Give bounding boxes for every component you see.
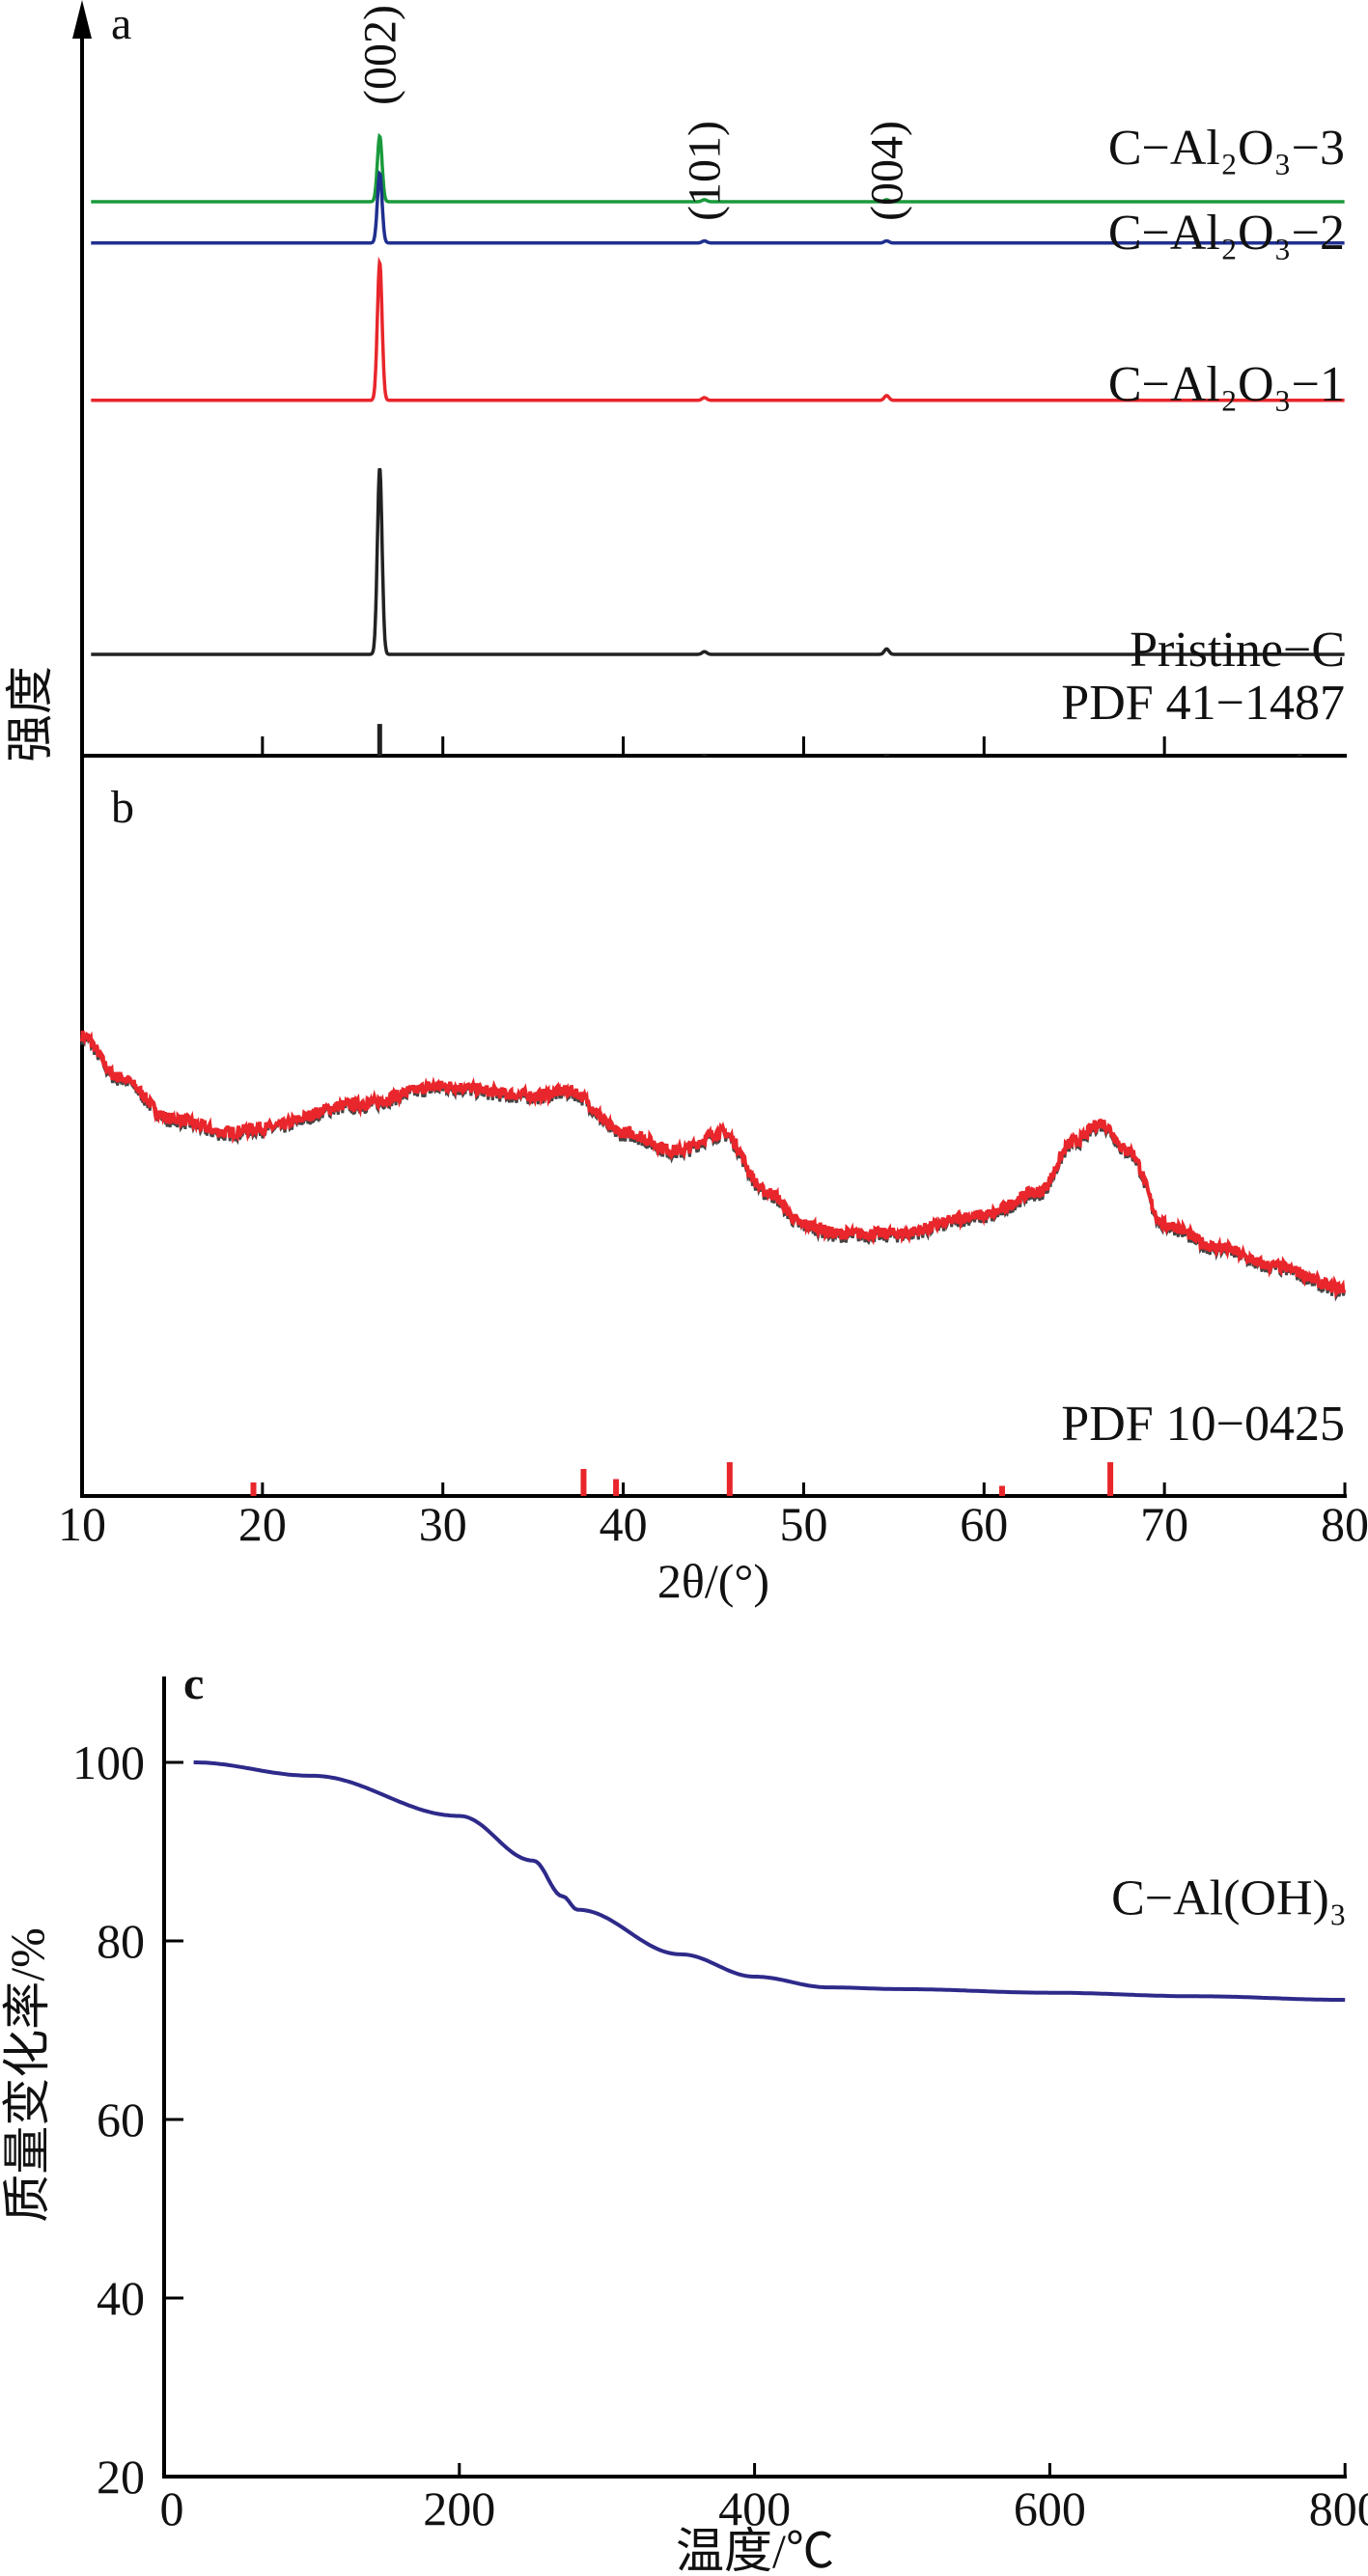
panel-label-c: c <box>183 1658 204 1709</box>
y-tick-label-c: 60 <box>97 2092 145 2147</box>
peak-label-0: (002) <box>354 5 405 105</box>
series-line-a-0 <box>91 132 1345 204</box>
panel-label-b: b <box>111 782 134 833</box>
x-axis-label-c: 温度/℃ <box>676 2524 834 2576</box>
x-tick-label-c: 200 <box>423 2481 495 2535</box>
x-tick-label-b: 60 <box>960 1497 1008 1551</box>
x-tick-label-b: 70 <box>1140 1497 1188 1551</box>
x-tick-label-c: 800 <box>1309 2481 1368 2535</box>
peak-label-2: (004) <box>861 121 912 221</box>
series-label-a-0: C−Al₂O₃−3 <box>1108 121 1345 176</box>
series-label-a-3: Pristine−C <box>1130 623 1345 678</box>
x-tick-label-b: 80 <box>1321 1497 1368 1551</box>
y-axis-label-ab: 强度 <box>3 666 57 762</box>
reference-label-a: PDF 41−1487 <box>1061 676 1345 731</box>
peak-label-1: (101) <box>680 121 731 221</box>
x-tick-label-b: 10 <box>58 1497 106 1551</box>
series-line-a-2 <box>91 256 1345 402</box>
x-tick-label-b: 40 <box>600 1497 648 1551</box>
y-tick-label-c: 80 <box>97 1914 145 1968</box>
series-line-c <box>193 1760 1346 2003</box>
x-tick-label-b: 20 <box>238 1497 287 1551</box>
tga-axes <box>162 1676 1347 2479</box>
y-axis-label-c: 质量变化率/% <box>0 1927 54 2223</box>
xrd-axes <box>72 0 1347 1498</box>
reference-label-b: PDF 10−0425 <box>1061 1397 1345 1452</box>
panel-label-a: a <box>111 0 131 49</box>
series-line-a-1 <box>91 170 1345 245</box>
y-tick-label-c: 40 <box>97 2271 145 2325</box>
panel-c-plot: 0 200 400 600 800 20 40 60 80 100 C−Al(OH)₃ <box>72 1735 1368 2535</box>
series-line-b <box>80 1030 1347 1299</box>
series-label-c: C−Al(OH)₃ <box>1111 1870 1347 1925</box>
series-line-a-3 <box>91 467 1345 656</box>
y-axis-arrow-icon <box>72 0 92 39</box>
x-tick-label-c: 400 <box>718 2481 791 2535</box>
x-tick-label-c: 600 <box>1014 2481 1086 2535</box>
x-axis-label-b: 2θ/(°) <box>657 1554 769 1608</box>
panel-a-plot: C−Al₂O₃−3 C−Al₂O₃−2 C−Al₂O₃−1 Pristine−CPDF… <box>91 5 1345 756</box>
x-tick-label-b: 30 <box>419 1497 467 1551</box>
x-tick-label-b: 50 <box>779 1497 827 1551</box>
series-label-a-1: C−Al₂O₃−2 <box>1108 206 1345 261</box>
y-tick-label-c: 100 <box>72 1735 145 1789</box>
x-tick-label-c: 0 <box>160 2481 184 2535</box>
series-label-a-2: C−Al₂O₃−1 <box>1108 357 1345 412</box>
panel-b-plot: 10 20 30 40 50 60 70 80 PDF 10−0425 <box>58 1030 1368 1551</box>
series-shadow-b <box>80 1031 1346 1302</box>
y-tick-label-c: 20 <box>97 2450 145 2504</box>
